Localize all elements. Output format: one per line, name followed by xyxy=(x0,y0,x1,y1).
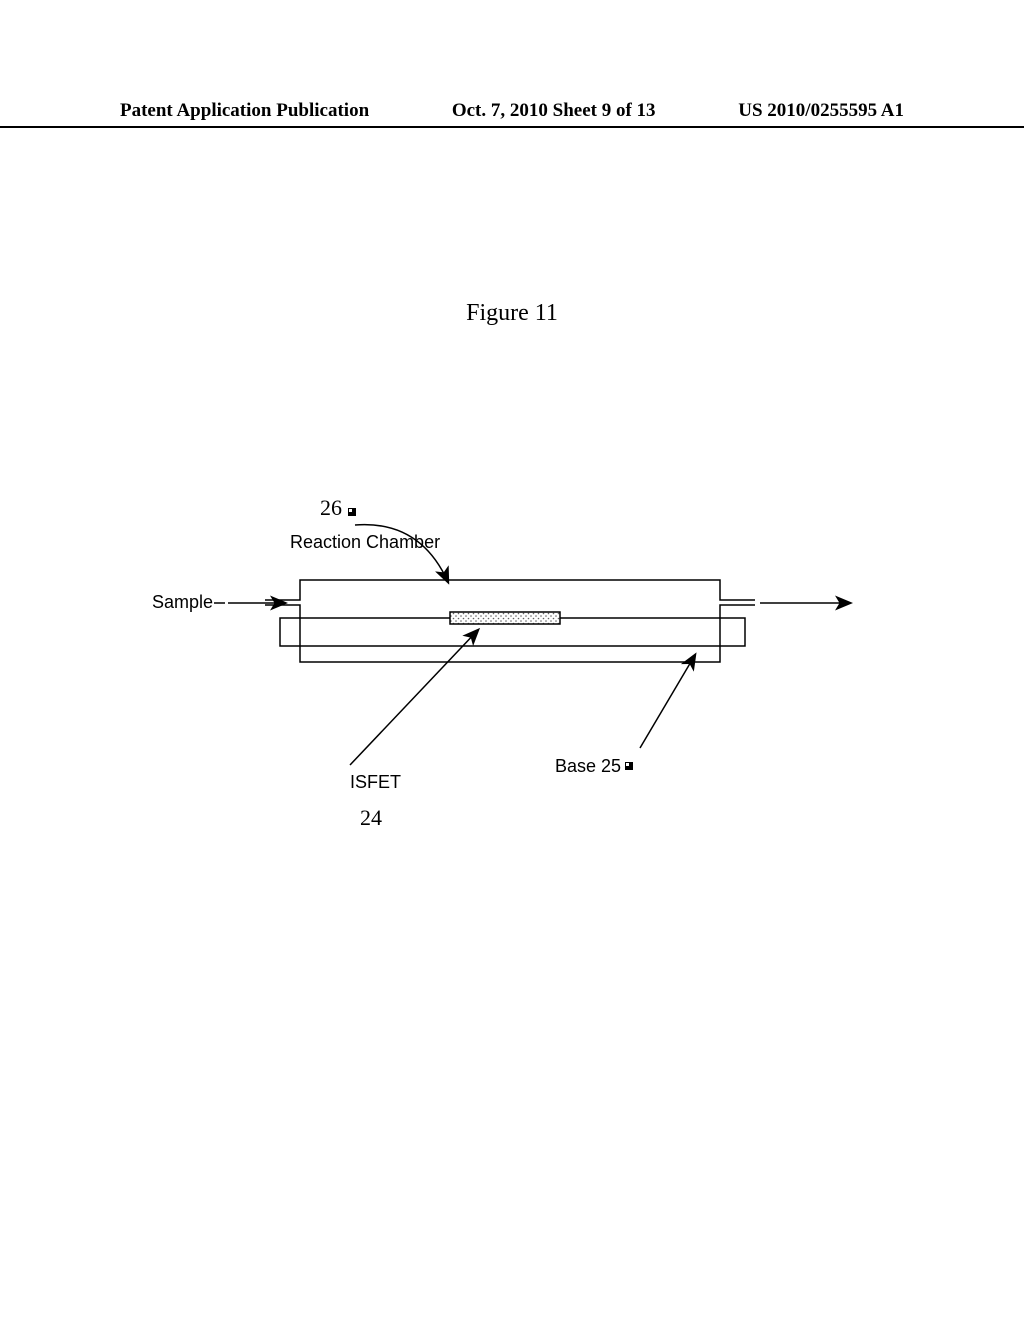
box-icon-2b xyxy=(626,763,629,766)
sample-label: Sample xyxy=(152,592,213,612)
header-left: Patent Application Publication xyxy=(120,100,369,122)
header-center: Oct. 7, 2010 Sheet 9 of 13 xyxy=(452,100,656,122)
box-icon-1b xyxy=(349,509,352,512)
header-right: US 2010/0255595 A1 xyxy=(738,100,904,122)
page-header: Patent Application Publication Oct. 7, 2… xyxy=(0,100,1024,128)
base-leader xyxy=(640,655,695,748)
diagram-svg: Sample 26 Reaction Chamber ISFET 24 Base… xyxy=(0,430,1024,910)
reaction-chamber-num: 26 xyxy=(320,495,342,520)
base-label: Base 25 xyxy=(555,756,621,776)
isfet-label: ISFET xyxy=(350,772,401,792)
figure-title: Figure 11 xyxy=(466,300,558,327)
isfet-num: 24 xyxy=(360,805,382,830)
isfet-leader xyxy=(350,630,478,765)
isfet-rect xyxy=(450,612,560,624)
